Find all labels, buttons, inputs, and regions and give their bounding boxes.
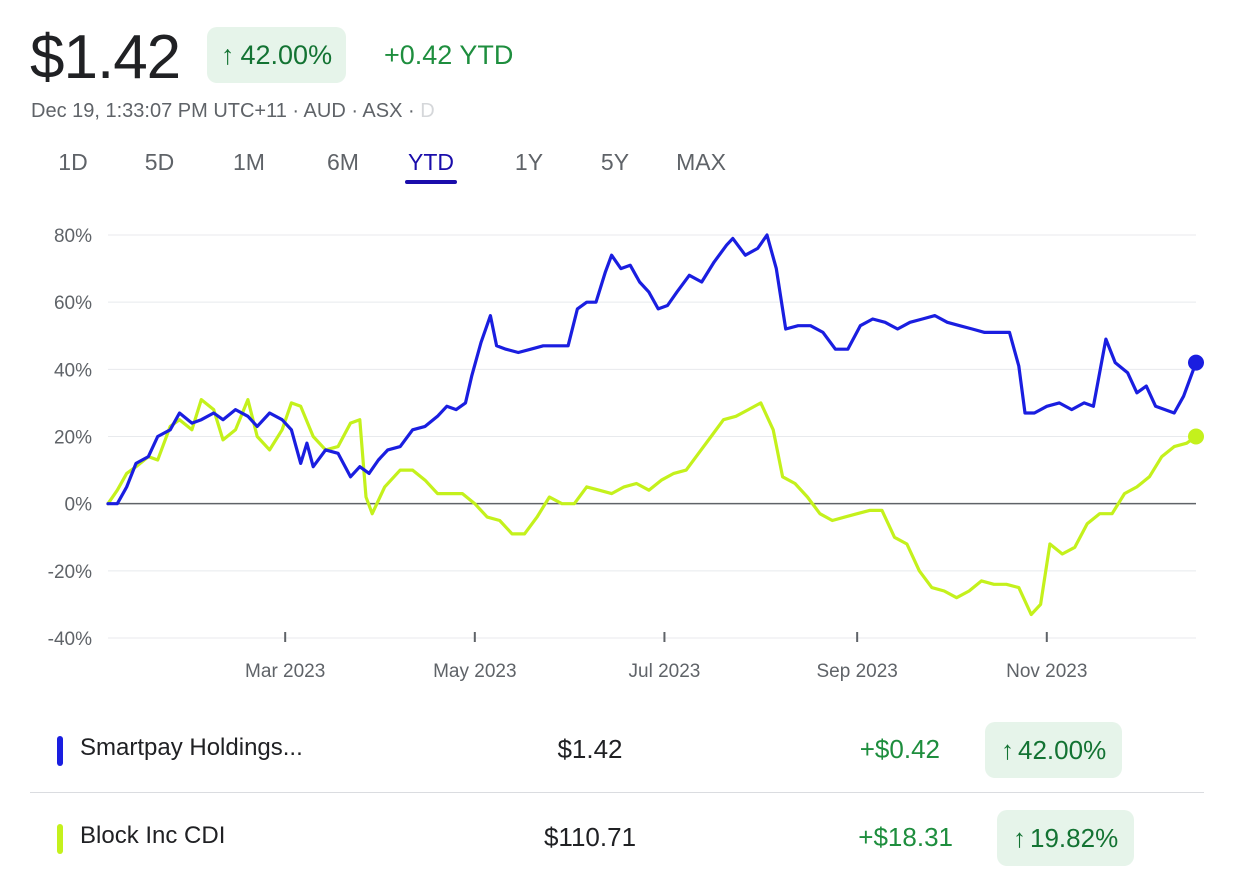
series-color-swatch (57, 736, 63, 766)
quote-meta: Dec 19, 1:33:07 PM UTC+11 · AUD · ASX · … (31, 100, 435, 123)
series-name: Block Inc CDI (80, 822, 226, 849)
legend-row-smartpay[interactable]: Smartpay Holdings... $1.42 +$0.42 ↑ 42.0… (30, 706, 1204, 793)
series-change: +$0.42 (859, 734, 940, 764)
tab-max[interactable]: MAX (676, 149, 726, 175)
comparison-chart: 80% 60% 40% 20% 0% -20% -40% Mar 2023 May 2023 Ju… (48, 226, 1204, 682)
percent-change-value: 42.00% (240, 39, 333, 70)
quote-meta-faded: D (420, 100, 435, 122)
series-change: +$18.31 (858, 822, 953, 852)
y-tick-label: -40% (48, 629, 92, 650)
series-percent: 19.82% (1030, 822, 1119, 853)
series-percent-badge: ↑ 19.82% (997, 810, 1135, 866)
smartpay-line (106, 233, 1198, 506)
arrow-up-icon: ↑ (1001, 734, 1014, 765)
legend-row-block[interactable]: Block Inc CDI $110.71 +$18.31 ↑ 19.82% (30, 794, 1204, 880)
series-price: $1.42 (557, 734, 623, 764)
x-tick-label: Nov 2023 (1006, 661, 1087, 682)
x-tick-label: Mar 2023 (245, 661, 325, 682)
y-tick-label: -20% (48, 562, 92, 583)
absolute-change: +0.42 YTD (384, 40, 514, 70)
x-tick-label: May 2023 (433, 661, 516, 682)
block-end-marker (1188, 428, 1204, 445)
series-price: $110.71 (543, 822, 637, 852)
quote-meta-text: Dec 19, 1:33:07 PM UTC+11 · AUD · ASX · (31, 100, 421, 122)
arrow-up-icon: ↑ (1013, 822, 1026, 853)
tab-1y[interactable]: 1Y (514, 149, 544, 175)
block-line (106, 398, 1198, 617)
x-tick-label: Jul 2023 (629, 661, 701, 682)
series-color-swatch (57, 824, 63, 854)
y-tick-label: 0% (65, 495, 93, 516)
y-tick-label: 40% (54, 360, 92, 381)
y-tick-label: 20% (54, 428, 92, 449)
current-price: $1.42 (30, 23, 181, 92)
range-tabs: 1D 5D 1M 6M YTD 1Y 5Y MAX (30, 144, 741, 184)
percent-change-badge: ↑ 42.00% (207, 27, 347, 83)
arrow-up-icon: ↑ (221, 39, 235, 70)
y-tick-label: 80% (54, 226, 92, 247)
tab-5y[interactable]: 5Y (600, 149, 630, 175)
smartpay-end-marker (1188, 354, 1204, 371)
tab-6m[interactable]: 6M (327, 149, 359, 175)
tab-1d[interactable]: 1D (58, 149, 88, 175)
tab-1m[interactable]: 1M (233, 149, 265, 175)
series-percent: 42.00% (1018, 734, 1107, 765)
series-name: Smartpay Holdings... (80, 734, 303, 761)
y-tick-label: 60% (54, 293, 92, 314)
tab-5d[interactable]: 5D (144, 149, 175, 175)
tab-ytd[interactable]: YTD (405, 144, 457, 184)
series-percent-badge: ↑ 42.00% (985, 722, 1123, 778)
x-tick-label: Sep 2023 (816, 661, 897, 682)
